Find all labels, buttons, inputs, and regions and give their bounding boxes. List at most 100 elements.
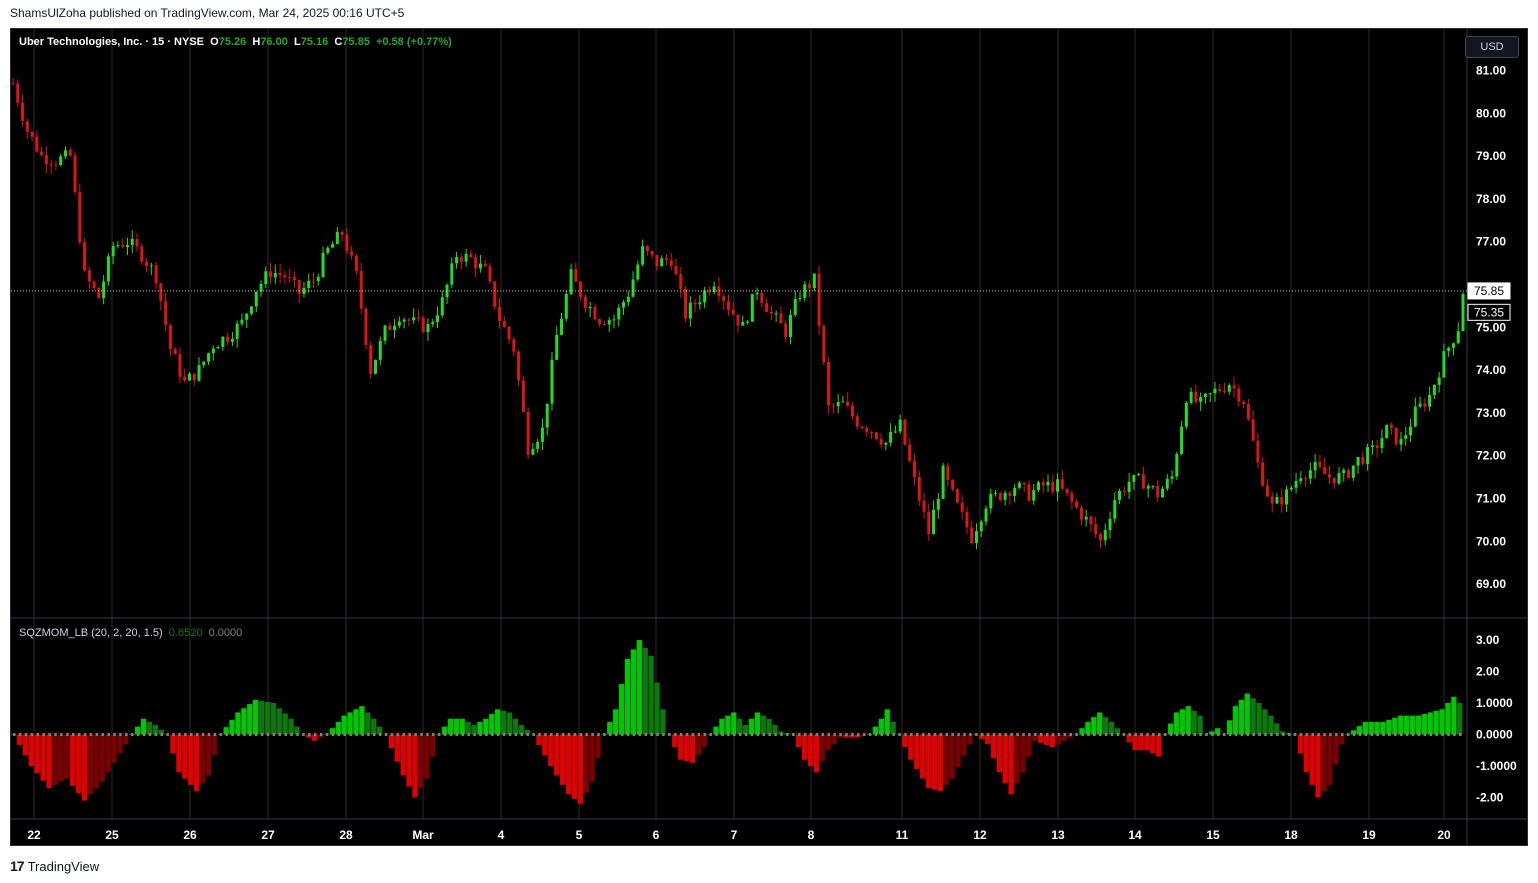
candle-body (1003, 492, 1007, 500)
squeeze-dot (679, 733, 683, 736)
squeeze-dot (1222, 733, 1226, 736)
price-label-text: 75.85 (1474, 284, 1504, 298)
candle-body (173, 349, 177, 355)
candle-body (874, 432, 878, 440)
candle-body (979, 521, 983, 532)
momentum-bar (1250, 698, 1256, 735)
momentum-bar (1138, 734, 1144, 751)
squeeze-dot (904, 733, 907, 736)
squeeze-dot (733, 733, 736, 736)
momentum-bar (618, 684, 625, 735)
squeeze-dot (1234, 733, 1238, 736)
squeeze-dot (18, 733, 22, 736)
momentum-bar (22, 734, 29, 756)
chart-canvas[interactable]: 81.0080.0079.0078.0077.0075.0074.0073.00… (11, 29, 1527, 845)
squeeze-dot (396, 733, 400, 736)
candle-body (1146, 486, 1150, 489)
momentum-bar (229, 719, 235, 735)
squeeze-dot (579, 733, 583, 736)
squeeze-dot (768, 733, 771, 736)
momentum-bar (559, 734, 566, 785)
candle-body (459, 257, 463, 262)
momentum-bar (424, 734, 430, 779)
momentum-bar (288, 718, 294, 735)
squeeze-dot (390, 733, 394, 736)
squeeze-dot (1116, 733, 1120, 736)
price-tick-label: 79.00 (1476, 149, 1506, 163)
candle-body (536, 441, 540, 449)
momentum-bar (176, 734, 182, 773)
candle-body (1337, 473, 1341, 484)
candle-body (1356, 457, 1360, 466)
candle-body (1394, 427, 1398, 445)
candle-body (1156, 486, 1160, 498)
candle-body (1046, 481, 1050, 486)
candle-body (684, 288, 688, 319)
candle-body (445, 284, 449, 298)
momentum-bar (813, 734, 820, 773)
squeeze-dot (727, 733, 730, 736)
candle-body (1127, 481, 1131, 492)
squeeze-dot (986, 733, 990, 736)
momentum-bar (595, 734, 601, 759)
momentum-bar (1409, 715, 1416, 735)
momentum-bar (1262, 709, 1268, 735)
momentum-bar (990, 734, 997, 759)
squeeze-dot (857, 733, 860, 736)
candle-body (316, 276, 320, 282)
candle-body (49, 164, 53, 166)
candle-body (78, 191, 82, 243)
squeeze-dot (927, 733, 931, 736)
squeeze-dot (998, 733, 1002, 736)
momentum-bar (353, 709, 359, 735)
squeeze-dot (1175, 733, 1179, 736)
candle-body (1208, 393, 1212, 395)
squeeze-dot (1311, 733, 1314, 736)
candle-body (1060, 479, 1064, 489)
candle-body (1261, 462, 1265, 486)
candle-body (1008, 492, 1012, 496)
chart-frame[interactable]: 81.00 80.00 79.00 78.00 77.00 75.00 74.00 73.00… (10, 28, 1528, 846)
squeeze-dot (12, 733, 16, 736)
candle-body (254, 291, 258, 307)
candle-body (345, 234, 349, 252)
squeeze-dot (1364, 733, 1368, 736)
time-tick-label: 18 (1284, 828, 1298, 842)
candle-body (750, 294, 754, 322)
change-value: +0.58 (+0.77%) (375, 36, 452, 48)
momentum-bar (725, 715, 731, 735)
squeeze-dot (709, 733, 712, 736)
momentum-bar (613, 709, 619, 735)
candle-body (1108, 518, 1112, 531)
momentum-bar (46, 734, 52, 789)
momentum-bar (75, 734, 82, 794)
candle-body (1246, 403, 1250, 420)
momentum-bar (955, 734, 961, 768)
momentum-bar (1333, 734, 1339, 765)
candle-body (469, 253, 473, 258)
squeeze-dot (367, 733, 370, 736)
momentum-bar (1079, 728, 1085, 735)
squeeze-dot (1394, 733, 1397, 736)
squeeze-dot (1276, 733, 1279, 736)
candle-body (588, 306, 592, 309)
candle-body (164, 301, 168, 326)
price-tick-label: 72.00 (1476, 449, 1506, 463)
candle-body (35, 136, 39, 152)
candle-body (350, 251, 354, 256)
candle-body (1404, 435, 1408, 439)
squeeze-dot (361, 733, 364, 736)
squeeze-dot (1010, 733, 1013, 736)
candle-body (97, 287, 101, 299)
momentum-bar (123, 734, 129, 744)
squeeze-dot (750, 733, 754, 736)
momentum-bar (1368, 721, 1374, 735)
high-label: H (252, 36, 261, 48)
momentum-bar (146, 721, 153, 735)
squeeze-dot (620, 733, 624, 736)
momentum-bar (872, 726, 879, 735)
time-tick-label: 6 (653, 828, 660, 842)
candle-body (1418, 403, 1422, 407)
currency-button[interactable]: USD (1465, 36, 1519, 58)
momentum-bar (1321, 734, 1327, 792)
